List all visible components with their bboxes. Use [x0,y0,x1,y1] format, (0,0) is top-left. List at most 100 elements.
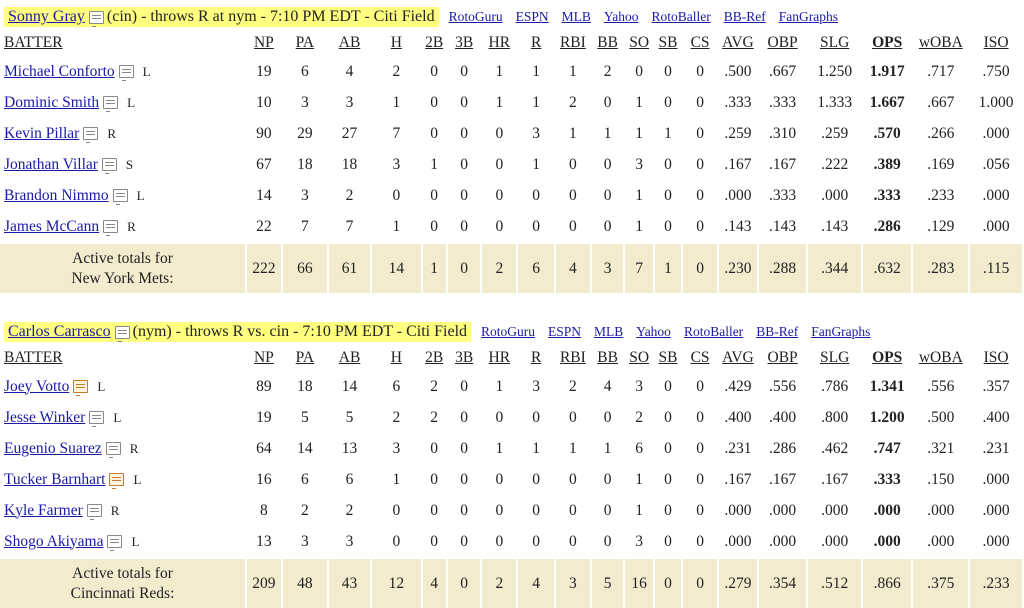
column-header-iso[interactable]: ISO [983,34,1009,51]
column-header-hr[interactable]: HR [488,349,511,366]
column-header-woba[interactable]: wOBA [918,349,963,366]
batter-name-link[interactable]: Michael Conforto [4,62,115,80]
stat-so: 1 [635,501,643,519]
link-mlb[interactable]: MLB [594,324,624,339]
batter-name-link[interactable]: Eugenio Suarez [4,439,102,457]
stat-r: 0 [532,532,540,550]
column-header-bb[interactable]: BB [597,349,618,366]
link-mlb[interactable]: MLB [561,9,591,24]
column-header-so[interactable]: SO [629,349,650,366]
column-header-ab[interactable]: AB [338,349,361,366]
link-rotoguru[interactable]: RotoGuru [448,9,503,24]
player-notes-icon[interactable] [107,535,123,552]
stat-rbi: 2 [569,377,577,395]
column-header-ops[interactable]: OPS [872,34,903,51]
column-header-woba[interactable]: wOBA [918,34,963,51]
batter-name-link[interactable]: Shogo Akiyama [4,532,104,550]
pitcher-name-link[interactable]: Carlos Carrasco [8,323,111,340]
column-header-sb[interactable]: SB [658,34,678,51]
stat-rbi: 0 [569,470,577,488]
column-header-obp[interactable]: OBP [767,34,798,51]
column-header-cs[interactable]: CS [690,349,710,366]
link-fangraphs[interactable]: FanGraphs [811,324,871,339]
link-rotoguru[interactable]: RotoGuru [481,324,536,339]
player-notes-icon[interactable] [112,189,128,206]
link-yahoo[interactable]: Yahoo [603,9,639,24]
link-yahoo[interactable]: Yahoo [636,324,671,339]
stat-iso: .750 [982,62,1010,80]
column-header-np[interactable]: NP [253,349,274,366]
column-header-batter[interactable]: BATTER [4,34,63,51]
column-header-cs[interactable]: CS [690,34,710,51]
stat-r: 0 [532,501,540,519]
stat-ab: 18 [341,155,358,173]
stat-cs: 0 [696,93,704,111]
column-header-slg[interactable]: SLG [819,349,850,366]
column-header-sb[interactable]: SB [658,349,678,366]
stat-cs: 0 [696,217,704,235]
stat-so: 3 [635,377,643,395]
column-header-avg[interactable]: AVG [722,34,754,51]
batter-name-link[interactable]: Dominic Smith [4,93,100,111]
column-header-batter[interactable]: BATTER [4,349,63,366]
batter-name-link[interactable]: Brandon Nimmo [4,186,109,204]
table-row: Brandon Nimmo L 14 3 2 0 0 0 0 0 0 0 1 0 0 .000 .333 .000… [0,180,1023,211]
batter-name-link[interactable]: Jonathan Villar [4,155,98,173]
column-header-ab[interactable]: AB [338,34,361,51]
column-header-r[interactable]: R [530,34,542,51]
player-notes-icon[interactable] [103,96,119,113]
column-header-3b[interactable]: 3B [455,34,474,51]
column-header-ops[interactable]: OPS [872,349,903,366]
column-header-h[interactable]: H [390,34,402,51]
player-notes-icon[interactable] [105,442,121,459]
column-header-np[interactable]: NP [253,34,274,51]
column-header-obp[interactable]: OBP [767,349,798,366]
pitcher-notes-icon[interactable] [88,10,104,27]
player-notes-icon[interactable] [118,65,134,82]
link-espn[interactable]: ESPN [548,324,582,339]
totals-label: Active totals for New York Mets: [0,242,248,293]
link-bbref[interactable]: BB-Ref [723,9,766,24]
link-rotoballer[interactable]: RotoBaller [683,324,744,339]
column-header-so[interactable]: SO [629,34,650,51]
batter-name-link[interactable]: Tucker Barnhart [4,470,106,488]
link-espn[interactable]: ESPN [515,9,549,24]
batter-name-link[interactable]: Kyle Farmer [4,501,83,519]
stat-slg: .000 [821,186,849,204]
column-header-bb[interactable]: BB [597,34,618,51]
pitcher-name-link[interactable]: Sonny Gray [8,8,85,25]
column-header-3b[interactable]: 3B [455,349,474,366]
column-header-pa[interactable]: PA [295,349,315,366]
total-np: 209 [246,557,283,608]
column-header-slg[interactable]: SLG [819,34,850,51]
column-header-2b[interactable]: 2B [425,34,444,51]
column-header-r[interactable]: R [530,349,542,366]
player-notes-icon[interactable] [103,220,119,237]
column-header-rbi[interactable]: RBI [559,34,586,51]
link-rotoballer[interactable]: RotoBaller [651,9,711,24]
player-notes-icon[interactable] [86,504,102,521]
total-ops: .866 [861,557,914,608]
link-fangraphs[interactable]: FanGraphs [778,9,838,24]
column-header-2b[interactable]: 2B [425,349,444,366]
stat-obp: .167 [769,155,797,173]
batter-name-link[interactable]: James McCann [4,217,100,235]
column-header-pa[interactable]: PA [295,34,315,51]
batter-name-link[interactable]: Joey Votto [4,377,70,395]
player-notes-icon[interactable] [89,411,105,428]
player-notes-icon[interactable] [101,158,117,175]
pitcher-notes-icon[interactable] [114,325,130,342]
player-notes-icon[interactable] [73,380,89,397]
player-notes-icon[interactable] [109,473,125,490]
stat-ops: .000 [873,532,901,550]
column-header-hr[interactable]: HR [488,34,511,51]
batter-name-link[interactable]: Kevin Pillar [4,124,80,142]
column-header-avg[interactable]: AVG [722,349,754,366]
stat-bb: 1 [603,124,612,142]
link-bbref[interactable]: BB-Ref [756,324,799,339]
player-notes-icon[interactable] [83,127,99,144]
column-header-h[interactable]: H [390,349,402,366]
column-header-rbi[interactable]: RBI [559,349,586,366]
batter-name-link[interactable]: Jesse Winker [4,408,86,426]
column-header-iso[interactable]: ISO [983,349,1009,366]
